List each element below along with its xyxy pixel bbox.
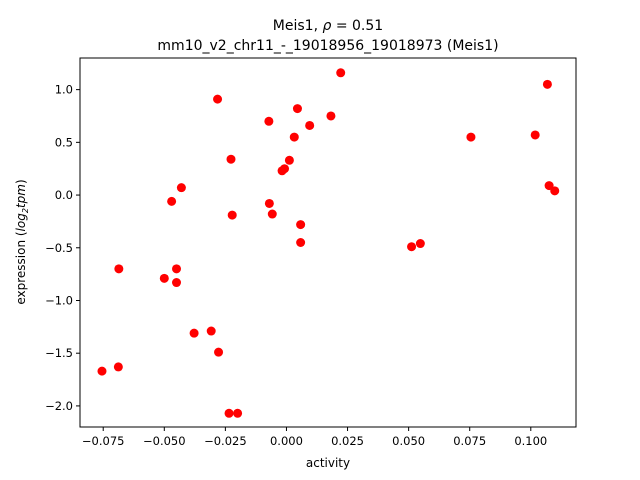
x-axis-ticks: −0.075 −0.050 −0.025 0.000 0.025 0.050 0.075 0.… <box>82 427 547 448</box>
y-tick-label: 0.0 <box>55 188 73 202</box>
data-point <box>224 408 234 418</box>
data-point <box>213 94 223 104</box>
data-point <box>280 164 290 174</box>
data-point <box>227 210 237 220</box>
data-point <box>296 220 306 230</box>
data-point <box>159 273 169 283</box>
plot-frame <box>79 57 577 428</box>
data-point <box>407 242 417 252</box>
data-point <box>226 154 236 164</box>
y-axis-ticks: −2.0 −1.5 −1.0 −0.5 0.0 0.5 1.0 <box>45 83 80 413</box>
y-tick-label: −2.0 <box>45 399 73 413</box>
y-axis-label: expression (log2tpm) <box>14 179 30 304</box>
data-point <box>206 326 216 336</box>
x-tick-label: 0.025 <box>331 434 364 448</box>
data-point <box>326 111 336 121</box>
y-tick-label: 1.0 <box>55 83 73 97</box>
chart-title-line1: Meis1, ρ = 0.51 <box>273 18 383 34</box>
data-point <box>176 183 186 193</box>
data-point <box>542 79 552 89</box>
y-tick-label: 0.5 <box>55 135 73 149</box>
y-tick-label: −0.5 <box>45 241 73 255</box>
data-point <box>292 104 302 114</box>
data-point <box>530 130 540 140</box>
x-tick-label: 0.000 <box>270 434 303 448</box>
x-tick-label: −0.050 <box>143 434 186 448</box>
y-tick-label: −1.0 <box>45 293 73 307</box>
data-point <box>466 132 476 142</box>
data-point <box>233 408 243 418</box>
x-tick-label: −0.025 <box>204 434 247 448</box>
chart-title-line2: mm10_v2_chr11_-_19018956_19018973 (Meis1… <box>157 38 498 54</box>
x-tick-label: 0.050 <box>392 434 425 448</box>
data-point <box>167 196 177 206</box>
data-point <box>264 116 274 126</box>
data-point <box>336 68 346 78</box>
data-point <box>544 181 554 191</box>
data-point <box>97 366 107 376</box>
data-point <box>296 238 306 247</box>
x-tick-label: −0.075 <box>82 434 125 448</box>
data-point <box>189 328 199 338</box>
data-point <box>305 120 315 130</box>
x-tick-label: 0.075 <box>453 434 486 448</box>
x-tick-label: 0.100 <box>514 434 547 448</box>
data-point <box>550 186 560 196</box>
data-point <box>415 239 425 249</box>
data-point <box>264 198 274 208</box>
y-tick-label: −1.5 <box>45 346 73 360</box>
data-point <box>289 132 299 142</box>
data-point <box>214 347 224 357</box>
x-axis-label: activity <box>306 456 350 470</box>
data-point <box>114 264 124 274</box>
data-point <box>113 362 123 372</box>
data-point <box>172 264 182 274</box>
data-point <box>284 155 294 165</box>
data-points <box>97 68 560 418</box>
data-point <box>172 278 182 288</box>
data-point <box>267 209 277 219</box>
